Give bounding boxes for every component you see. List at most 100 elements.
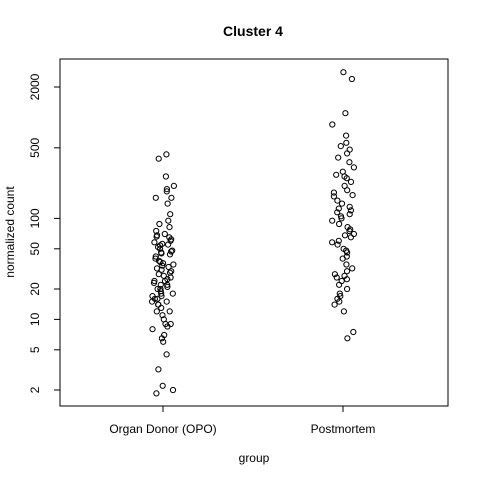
data-point — [162, 173, 169, 180]
data-point — [343, 132, 350, 139]
data-point — [153, 390, 160, 397]
data-point — [156, 220, 163, 228]
data-point — [155, 155, 162, 162]
data-point — [153, 233, 160, 240]
data-point — [337, 143, 344, 150]
data-point — [149, 298, 156, 305]
data-point — [329, 239, 336, 246]
data-point — [161, 230, 168, 238]
data-point — [341, 182, 348, 189]
data-point — [344, 249, 351, 256]
y-tick-label: 2000 — [28, 73, 42, 100]
data-point — [348, 75, 355, 83]
y-tick-label: 50 — [28, 242, 42, 256]
y-tick-label: 5 — [28, 346, 42, 353]
data-point — [158, 290, 165, 297]
data-point — [330, 189, 337, 196]
chart-title: Cluster 4 — [223, 23, 283, 39]
data-point — [168, 268, 175, 275]
data-point — [152, 194, 159, 201]
data-point — [155, 301, 162, 308]
data-point — [329, 217, 336, 224]
data-point — [166, 308, 173, 315]
data-point — [336, 220, 343, 228]
data-point — [329, 121, 336, 128]
data-point — [336, 290, 343, 297]
data-point — [346, 227, 353, 235]
data-point — [338, 200, 346, 207]
data-point — [343, 175, 350, 182]
data-point — [167, 211, 174, 218]
y-tick-label: 100 — [28, 208, 42, 228]
data-point — [168, 248, 175, 255]
data-point — [166, 224, 173, 231]
data-point — [341, 232, 349, 239]
data-point — [334, 209, 341, 216]
data-point — [336, 298, 343, 305]
data-point — [167, 274, 174, 281]
data-point — [346, 159, 353, 166]
data-point — [344, 150, 351, 157]
x-axis: Organ Donor (OPO) Postmortem — [109, 406, 375, 436]
y-axis-title: normalized count — [3, 186, 17, 278]
data-point — [163, 186, 170, 193]
data-point — [159, 382, 166, 389]
data-point — [346, 203, 353, 210]
data-point — [163, 188, 170, 195]
data-point — [160, 338, 167, 345]
data-point — [159, 312, 166, 319]
x-tick-label: Postmortem — [311, 422, 376, 436]
data-point — [149, 326, 156, 333]
data-points — [149, 69, 357, 397]
data-point — [166, 251, 174, 258]
data-point — [331, 301, 338, 308]
data-point — [340, 69, 347, 76]
data-point — [343, 268, 351, 275]
data-point — [157, 285, 164, 293]
y-tick-label: 2 — [28, 386, 42, 393]
data-point — [158, 250, 165, 257]
data-point — [155, 366, 162, 373]
data-point — [343, 139, 350, 146]
data-point — [331, 271, 338, 278]
data-point — [154, 295, 161, 302]
x-tick-label: Organ Donor (OPO) — [109, 422, 216, 436]
data-point — [349, 192, 356, 199]
data-point — [347, 234, 354, 241]
y-tick-label: 10 — [28, 312, 42, 326]
data-point — [163, 351, 170, 358]
data-point — [340, 308, 347, 315]
data-point — [336, 281, 343, 288]
data-point — [342, 110, 349, 117]
data-point — [159, 262, 166, 269]
data-point — [333, 171, 340, 178]
data-point — [163, 298, 170, 305]
data-point — [158, 335, 165, 342]
data-point — [335, 154, 342, 161]
data-point — [343, 276, 350, 283]
y-axis: 2 5 10 20 50 100 500 2000 — [28, 73, 60, 393]
data-point — [164, 200, 171, 207]
data-point — [157, 281, 164, 288]
data-point — [335, 237, 342, 244]
data-point — [349, 265, 356, 272]
data-point — [350, 230, 357, 238]
plot-frame — [59, 58, 449, 407]
data-point — [169, 290, 176, 297]
data-point — [151, 239, 158, 246]
x-axis-title: group — [239, 451, 270, 465]
data-point — [164, 323, 171, 330]
data-point — [344, 335, 351, 342]
data-point — [168, 194, 175, 201]
data-point — [158, 266, 165, 273]
data-point — [158, 304, 165, 311]
data-point — [339, 255, 346, 262]
data-point — [333, 274, 340, 281]
data-point — [343, 261, 350, 268]
data-point — [330, 193, 337, 200]
data-point — [163, 151, 170, 158]
data-point — [334, 197, 341, 204]
y-tick-label: 20 — [28, 282, 42, 296]
data-point — [347, 178, 355, 185]
data-point — [344, 285, 351, 293]
